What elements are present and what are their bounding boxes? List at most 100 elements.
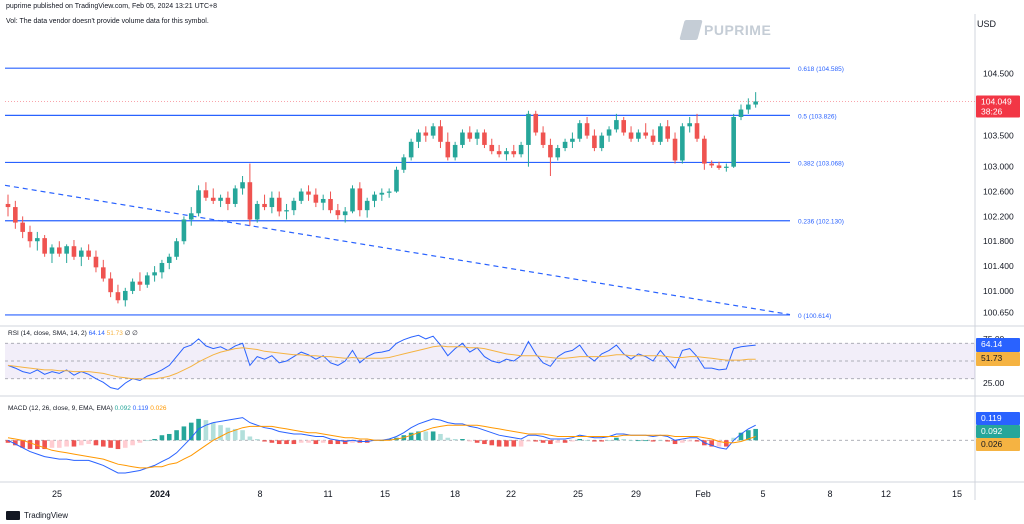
candle-body <box>372 194 377 201</box>
candle-body <box>672 138 678 161</box>
candle-body <box>49 247 55 254</box>
last-price-tag: 38:26 <box>981 107 1003 117</box>
brand-mark-icon <box>679 20 703 40</box>
fib-retracement-lines[interactable]: 0.618 (104.585) 0.5 (103.826) 0.382 (103.0… <box>5 66 975 320</box>
candle-body <box>628 132 634 139</box>
macd-pane: MACD (12, 26, close, 9, EMA, EMA) 0.092 … <box>5 405 975 474</box>
macd-histogram-bar <box>166 433 172 441</box>
macd-histogram-bar <box>467 440 473 442</box>
macd-value-tag-bg <box>976 412 1020 425</box>
macd-histogram-bar <box>716 440 722 447</box>
currency-label[interactable]: USD <box>976 19 996 29</box>
rsi-legend-ma-value: 51.73 <box>107 330 125 337</box>
rsi-band <box>5 343 975 379</box>
volume-note: Vol: The data vendor doesn't provide vol… <box>6 18 209 25</box>
macd-histogram-bar <box>57 440 62 448</box>
candle-body <box>445 141 451 158</box>
macd-histogram-bar <box>254 439 260 441</box>
candle-body <box>115 292 121 301</box>
candle-body <box>93 256 99 268</box>
rsi-legend: RSI (14, close, SMA, 14, 2) 64.14 51.73 … <box>8 330 138 337</box>
rsi-value-tag: 64.14 <box>981 339 1003 349</box>
macd-hist-value-tag: 0.026 <box>981 439 1003 449</box>
macd-histogram-bar <box>386 439 392 441</box>
rsi-ma-value-tag: 51.73 <box>981 353 1003 363</box>
candle-body <box>27 231 33 242</box>
macd-histogram-bar <box>79 440 84 446</box>
candle-body <box>753 101 758 105</box>
macd-legend-value3: 0.026 <box>150 405 167 412</box>
macd-histogram-bar <box>709 440 714 447</box>
date-tick-label: 15 <box>952 489 962 499</box>
rsi-legend-icons: ∅ ∅ <box>125 330 138 337</box>
candle-body <box>35 238 40 242</box>
candle-body <box>592 135 597 149</box>
fib-level-label: 0 (100.614) <box>798 313 831 320</box>
candle-body <box>86 250 91 257</box>
macd-histogram-bar <box>643 440 649 442</box>
macd-histogram-bar <box>562 440 568 443</box>
macd-histogram-bar <box>408 432 414 441</box>
candle-body <box>291 200 297 211</box>
candle-body <box>606 129 612 136</box>
candle-body <box>181 219 187 242</box>
candle-body <box>430 126 436 136</box>
macd-value-tag: 0.119 <box>981 413 1002 423</box>
macd-histogram-bar <box>20 440 25 448</box>
macd-histogram-bar <box>584 440 590 442</box>
candle-body <box>313 194 319 203</box>
macd-histogram-bar <box>416 431 421 441</box>
macd-histogram-bar <box>100 440 106 447</box>
macd-histogram-bar <box>731 437 736 441</box>
rsi-legend-title: RSI (14, close, SMA, 14, 2) <box>8 330 89 337</box>
macd-histogram-bar <box>746 430 751 441</box>
candle-body <box>709 163 714 166</box>
last-price-tag: 104.049 <box>981 97 1012 107</box>
price-tick-label: 100.650 <box>983 308 1014 318</box>
candle-body <box>247 182 253 220</box>
candle-body <box>731 116 736 167</box>
candle-body <box>650 135 656 142</box>
date-tick-label: 25 <box>573 489 583 499</box>
candle-body <box>518 144 524 155</box>
candle-body <box>680 126 685 161</box>
candle-body <box>364 200 370 211</box>
candle-body <box>232 188 238 204</box>
macd-histogram-bar <box>159 435 165 441</box>
tradingview-footer[interactable]: TradingView <box>6 511 68 520</box>
candle-body <box>42 238 47 254</box>
trendline[interactable] <box>4 184 791 316</box>
rsi-value-tag-bg <box>976 338 1020 352</box>
macd-histogram-bar <box>49 440 55 448</box>
macd-histogram-bar <box>753 428 758 441</box>
candle-body <box>614 120 619 130</box>
macd-histogram-bar <box>13 440 18 446</box>
macd-legend-title: MACD (12, 26, close, 9, EMA, EMA) <box>8 405 115 412</box>
macd-histogram-bar <box>232 428 238 441</box>
candle-body <box>298 191 304 201</box>
candle-body <box>166 256 172 263</box>
candle-body <box>665 126 670 139</box>
candle-body <box>694 123 700 139</box>
macd-histogram-bar <box>35 440 40 450</box>
macd-histogram-bar <box>687 440 692 442</box>
candlestick-series[interactable] <box>5 92 758 307</box>
candle-body <box>636 132 641 139</box>
macd-histogram-bar <box>738 432 744 441</box>
macd-histogram-bar <box>504 440 509 447</box>
date-tick-label: 18 <box>450 489 460 499</box>
date-tick-label: 25 <box>52 489 62 499</box>
candle-body <box>225 197 231 204</box>
date-tick-label: 15 <box>380 489 390 499</box>
fib-level-label: 0.236 (102.130) <box>798 219 844 226</box>
macd-histogram-bar <box>577 439 583 441</box>
macd-histogram-bar <box>452 439 458 441</box>
candle-body <box>621 120 627 133</box>
candle-body <box>342 211 348 216</box>
macd-histogram-bar <box>423 431 429 441</box>
date-tick-label: Feb <box>695 489 711 499</box>
macd-histogram-bar <box>130 440 135 446</box>
candle-body <box>100 267 106 279</box>
macd-histogram-bar <box>621 439 627 441</box>
